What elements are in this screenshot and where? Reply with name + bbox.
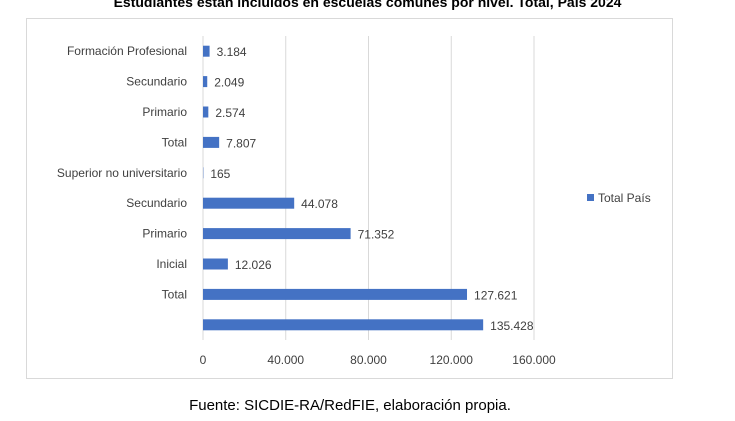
legend: Total País [587, 191, 651, 205]
chart-title: Estudiantes están incluidos en escuelas … [113, 0, 622, 10]
labels: 0 40.000 80.000 120.000 160.000 Formación Pro… [57, 44, 556, 367]
category-label: Inicial [156, 257, 187, 271]
category-label: Total [162, 135, 187, 149]
x-tick-label: 120.000 [430, 353, 474, 367]
data-label: 71.352 [358, 228, 395, 242]
bar [203, 228, 351, 240]
x-tick-label: 40.000 [267, 353, 304, 367]
bar [203, 197, 295, 209]
data-label: 12.026 [235, 258, 272, 272]
bar [203, 288, 468, 300]
data-label: 3.184 [217, 45, 247, 59]
x-tick-label: 160.000 [512, 353, 556, 367]
bar [203, 106, 209, 118]
chart-area [26, 18, 673, 379]
bars [203, 45, 484, 331]
category-label: Secundario [126, 75, 187, 89]
bar [203, 319, 484, 331]
category-label: Formación Profesional [67, 44, 187, 58]
data-label: 135.428 [490, 319, 534, 333]
category-label: Primario [142, 227, 187, 241]
data-label: 2.574 [215, 106, 245, 120]
data-label: 2.049 [214, 76, 244, 90]
legend-swatch [587, 194, 594, 201]
bar [203, 45, 210, 57]
legend-label: Total País [598, 191, 651, 205]
x-tick-label: 0 [200, 353, 207, 367]
x-tick-label: 80.000 [350, 353, 387, 367]
data-label: 165 [210, 167, 230, 181]
bar [203, 76, 208, 88]
bar [203, 258, 228, 270]
category-label: Superior no universitario [57, 166, 187, 180]
data-label: 44.078 [301, 197, 338, 211]
source-note: Fuente: SICDIE-RA/RedFIE, elaboración pr… [189, 397, 511, 414]
bar [203, 136, 220, 148]
category-label: Primario [142, 105, 187, 119]
data-label: 127.621 [474, 288, 518, 302]
category-label: Secundario [126, 196, 187, 210]
data-label: 7.807 [226, 136, 256, 150]
category-label: Total [162, 287, 187, 301]
